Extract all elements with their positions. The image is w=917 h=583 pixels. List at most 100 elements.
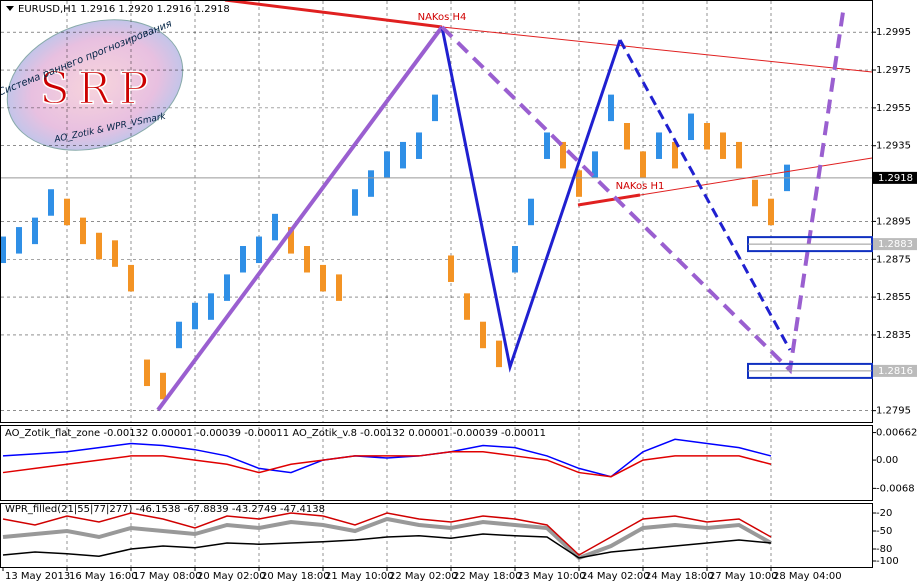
price-bar [208,293,214,320]
price-bar [496,340,502,368]
y-tick-label: -20 [876,508,892,519]
y-tick-label: 1.2975 [876,65,911,76]
x-tick-label: 13 May 2013 [5,571,70,582]
price-label: 1.2883 [878,239,913,250]
price-bar [480,321,486,349]
price-bar [688,113,694,141]
price-bar [528,198,534,226]
annotation: NAKos H4 [418,12,467,23]
y-tick-label: -50 [876,526,892,537]
trend-line [440,26,622,373]
y-tick-label: 0.00662 [876,428,917,439]
price-bar [400,141,406,169]
trend-lines: NAKos H4 NAKos H1 [156,0,873,412]
y-tick-label: 1.2935 [876,141,911,152]
price-bar [256,236,262,264]
y-tick-label: 1.2795 [876,406,911,417]
price-label-bg [873,364,917,377]
annotation: NAKos H1 [616,181,665,192]
price-bar [32,217,38,245]
y-tick-label: -0.0068 [876,483,915,494]
logo: SRP Система раннего прогнозирования AO_Z… [0,18,184,151]
trend-line [441,26,873,73]
price-bar [320,264,326,292]
price-bar [352,189,358,216]
price-bar [192,302,198,330]
price-bar [672,141,678,169]
price-bar [224,274,230,301]
y-tick-label: 1.2995 [876,27,911,38]
price-bar [560,141,566,169]
price-label-bg [873,171,917,184]
x-tick-label: 20 May 02:00 [197,571,266,582]
price-bar [608,94,614,122]
indicator-title: WPR_filled(21|55|77|277) -46.1538 -67.88… [5,504,325,515]
y-tick-label: -100 [876,556,899,567]
y-tick-label: -80 [876,544,892,555]
x-tick-label: 28 May 04:00 [773,571,842,582]
price-bar [0,236,6,264]
y-tick-label: 1.2855 [876,292,911,303]
chart-title: EURUSD,H1 1.2916 1.2920 1.2916 1.2918 [18,4,230,15]
y-tick-label: 1.2895 [876,216,911,227]
panel-frame [0,503,873,568]
x-tick-label: 22 May 18:00 [453,571,522,582]
y-tick-label: 1.2835 [876,330,911,341]
price-bar [720,132,726,159]
price-bar [48,189,54,216]
price-bar [416,132,422,159]
trend-line [224,0,443,29]
price-bar [144,359,150,387]
price-bar [128,264,134,292]
x-tick-label: 22 May 02:00 [389,571,458,582]
x-tick-label: 24 May 02:00 [581,571,650,582]
x-tick-label: 17 May 08:00 [133,571,202,582]
price-bar [16,227,22,254]
trend-line [618,39,792,351]
y-tick-label: 1.2875 [876,254,911,265]
price-bar [512,246,518,273]
price-label: 1.2816 [878,366,913,377]
indicator-line [2,451,772,478]
y-tick-label: 0.00 [876,455,898,466]
price-bar [736,141,742,169]
x-tick-label: 24 May 18:00 [645,571,714,582]
price-bar [704,123,710,150]
price-bar [80,217,86,245]
trend-line [156,25,444,412]
price-bar [448,255,454,282]
price-bar [64,198,70,226]
price-bar [592,151,598,178]
panel-frame [0,425,873,501]
price-label: 1.2918 [878,173,913,184]
price-bar [544,132,550,159]
indicator-line [2,516,772,561]
price-bar [272,213,278,241]
frame [0,0,873,568]
x-tick-label: 20 May 18:00 [261,571,330,582]
x-tick-label: 23 May 10:00 [517,571,586,582]
logo-text: SRP [40,64,157,115]
price-bar [768,198,774,226]
x-tick-label: 21 May 10:00 [325,571,394,582]
price-bar [112,240,118,267]
price-bar [368,170,374,197]
price-bar [752,179,758,207]
price-bar [640,151,646,178]
price-bar [288,227,294,254]
price-bar [96,232,102,260]
indicator-line [2,438,772,478]
indicator-title: AO_Zotik_flat_zone -0.00132 0.00001 -0.0… [5,428,546,439]
price-bar [464,293,470,320]
indicator-line [2,512,772,556]
price-bar [176,321,182,349]
price-bar [336,274,342,301]
panel-frame [0,0,873,423]
menu-arrow [6,6,14,11]
trend-line [577,157,873,206]
price-bar [576,170,582,197]
indicator-line [2,533,772,559]
price-bar [304,246,310,273]
x-tick-label: 27 May 10:00 [709,571,778,582]
